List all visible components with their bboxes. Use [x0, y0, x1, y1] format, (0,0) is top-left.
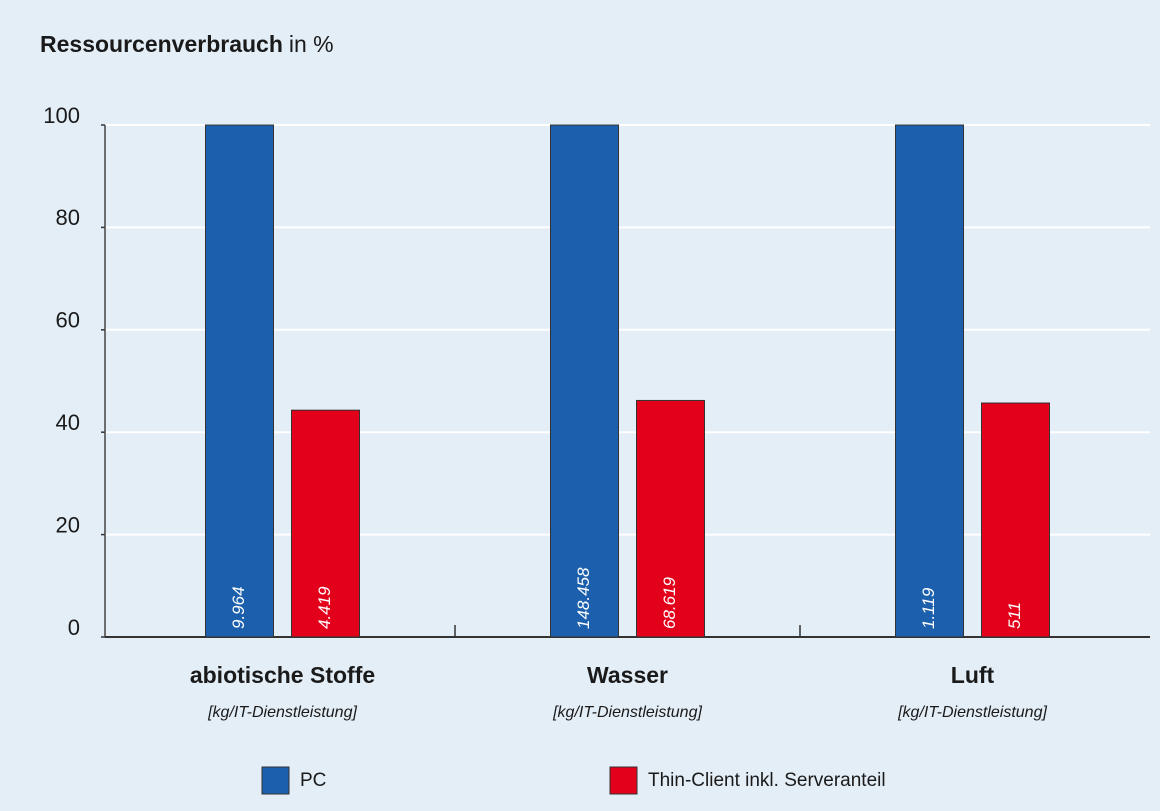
y-tick-label: 80	[56, 205, 80, 230]
bar-amount-label: 511	[1005, 602, 1024, 629]
bar	[550, 124, 619, 638]
y-tick-label: 60	[56, 308, 80, 333]
bar-amount-label: 9.964	[229, 586, 248, 629]
y-tick-label: 20	[56, 512, 80, 537]
x-tick-unit: [kg/IT-Dienstleistung]	[552, 704, 702, 721]
bar	[895, 124, 964, 638]
x-tick-unit: [kg/IT-Dienstleistung]	[207, 704, 357, 721]
x-tick-unit: [kg/IT-Dienstleistung]	[897, 704, 1047, 721]
bar	[981, 402, 1050, 638]
bar-amount-label: 4.419	[315, 586, 334, 629]
bar	[291, 409, 360, 638]
legend-label: PC	[300, 770, 326, 791]
bar-amount-label: 148.458	[574, 567, 593, 629]
legend-swatch	[261, 766, 290, 795]
bar-amount-label: 1.119	[919, 587, 938, 629]
y-tick-label: 0	[68, 615, 80, 640]
bar-amount-label: 68.619	[660, 576, 679, 629]
legend-label: Thin-Client inkl. Serveranteil	[648, 770, 886, 791]
bar	[205, 124, 274, 638]
x-tick-label: Luft	[951, 662, 995, 688]
chart-title: Ressourcenverbrauch in %	[40, 31, 334, 57]
x-tick-label: abiotische Stoffe	[190, 662, 375, 688]
x-tick-label: Wasser	[587, 662, 668, 688]
y-tick-label: 100	[43, 103, 80, 128]
title-unit: in %	[289, 31, 334, 57]
y-tick-label: 40	[56, 410, 80, 435]
title-main: Ressourcenverbrauch	[40, 31, 283, 57]
bar	[636, 399, 705, 638]
legend-swatch	[609, 766, 638, 795]
